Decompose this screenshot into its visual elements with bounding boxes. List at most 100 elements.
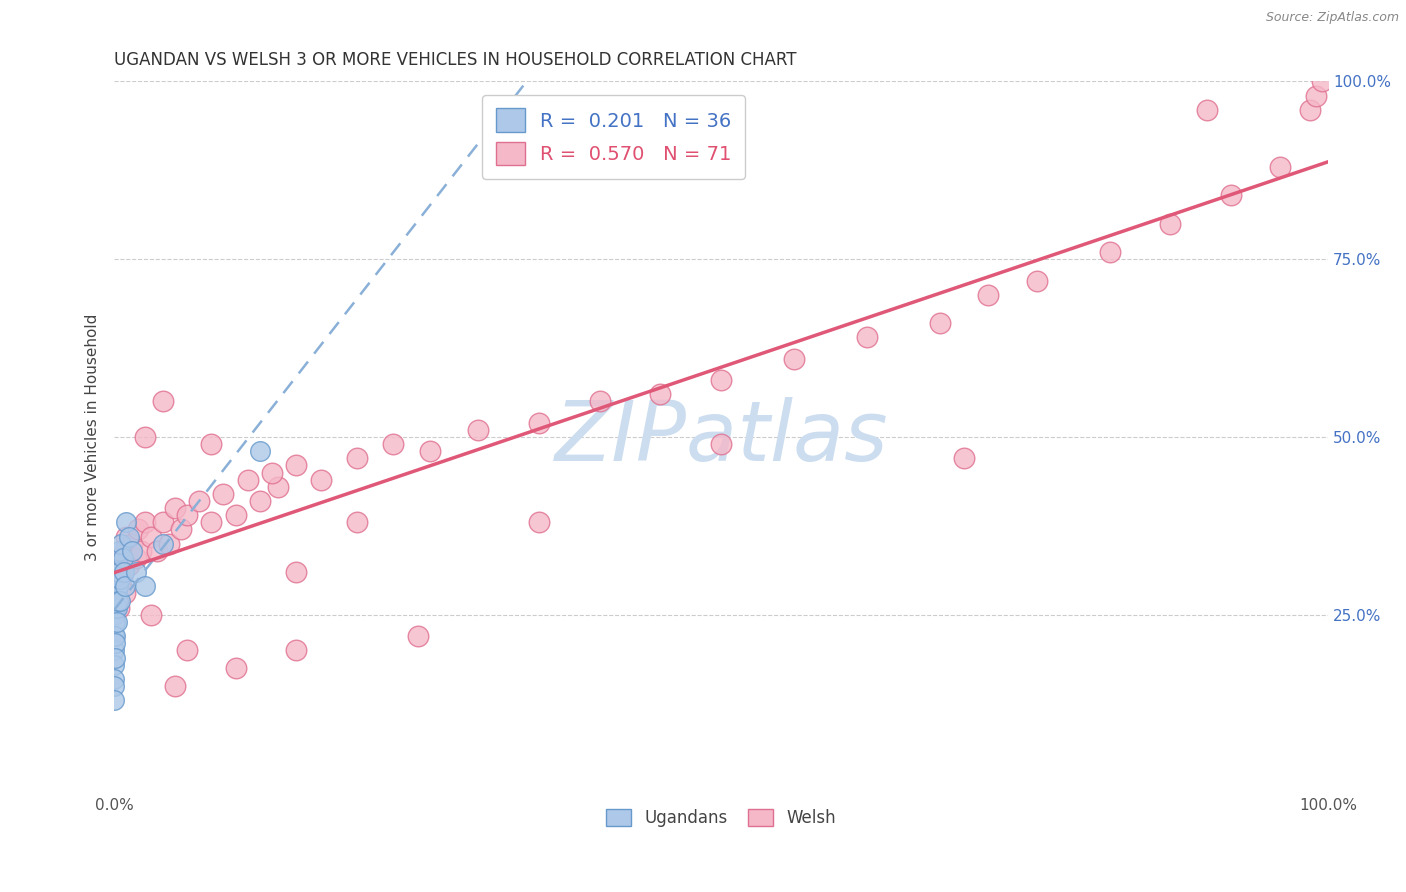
Point xyxy=(1159,217,1181,231)
Point xyxy=(103,607,125,622)
Point xyxy=(163,679,186,693)
Y-axis label: 3 or more Vehicles in Household: 3 or more Vehicles in Household xyxy=(86,313,100,561)
Point xyxy=(104,636,127,650)
Point xyxy=(121,543,143,558)
Point xyxy=(527,516,550,530)
Legend: Ugandans, Welsh: Ugandans, Welsh xyxy=(600,803,842,834)
Point xyxy=(285,565,308,579)
Point xyxy=(249,444,271,458)
Point xyxy=(200,516,222,530)
Point xyxy=(114,586,136,600)
Point xyxy=(111,565,134,579)
Point xyxy=(467,423,489,437)
Point xyxy=(928,316,950,330)
Point xyxy=(105,600,128,615)
Point xyxy=(1195,103,1218,117)
Point xyxy=(125,565,148,579)
Point xyxy=(163,501,186,516)
Point xyxy=(104,593,127,607)
Point xyxy=(110,579,132,593)
Point xyxy=(200,437,222,451)
Point xyxy=(104,629,127,643)
Text: Source: ZipAtlas.com: Source: ZipAtlas.com xyxy=(1265,11,1399,24)
Point xyxy=(103,657,125,672)
Point xyxy=(856,330,879,344)
Point xyxy=(118,530,141,544)
Point xyxy=(107,593,129,607)
Point xyxy=(103,643,125,657)
Point xyxy=(104,593,127,607)
Point xyxy=(382,437,405,451)
Point xyxy=(104,650,127,665)
Point xyxy=(105,558,128,572)
Point xyxy=(104,572,127,586)
Point xyxy=(115,516,138,530)
Point xyxy=(710,437,733,451)
Point xyxy=(139,607,162,622)
Point xyxy=(110,593,132,607)
Point xyxy=(118,558,141,572)
Point xyxy=(309,473,332,487)
Point xyxy=(260,466,283,480)
Point xyxy=(114,579,136,593)
Text: ZIPatlas: ZIPatlas xyxy=(554,397,889,477)
Point xyxy=(103,629,125,643)
Point xyxy=(111,550,134,565)
Point xyxy=(152,537,174,551)
Point xyxy=(105,615,128,629)
Point xyxy=(103,679,125,693)
Point xyxy=(1305,88,1327,103)
Point xyxy=(977,287,1000,301)
Point xyxy=(419,444,441,458)
Point xyxy=(176,643,198,657)
Point xyxy=(139,530,162,544)
Point xyxy=(108,600,131,615)
Point xyxy=(1299,103,1322,117)
Point xyxy=(107,579,129,593)
Point xyxy=(285,643,308,657)
Point xyxy=(225,661,247,675)
Point xyxy=(188,494,211,508)
Point xyxy=(1268,160,1291,174)
Point xyxy=(783,351,806,366)
Point xyxy=(107,565,129,579)
Point xyxy=(103,600,125,615)
Point xyxy=(1098,245,1121,260)
Point xyxy=(127,523,149,537)
Point xyxy=(105,586,128,600)
Point xyxy=(103,579,125,593)
Point xyxy=(285,458,308,473)
Point xyxy=(249,494,271,508)
Point xyxy=(1025,273,1047,287)
Point xyxy=(134,579,156,593)
Point xyxy=(104,600,127,615)
Point xyxy=(176,508,198,523)
Point xyxy=(953,451,976,466)
Point xyxy=(406,629,429,643)
Point xyxy=(107,558,129,572)
Point xyxy=(170,523,193,537)
Text: UGANDAN VS WELSH 3 OR MORE VEHICLES IN HOUSEHOLD CORRELATION CHART: UGANDAN VS WELSH 3 OR MORE VEHICLES IN H… xyxy=(114,51,797,69)
Point xyxy=(108,543,131,558)
Point xyxy=(108,565,131,579)
Point xyxy=(710,373,733,387)
Point xyxy=(346,451,368,466)
Point xyxy=(134,430,156,444)
Point xyxy=(112,565,135,579)
Point xyxy=(110,572,132,586)
Point xyxy=(212,487,235,501)
Point xyxy=(346,516,368,530)
Point xyxy=(225,508,247,523)
Point xyxy=(105,586,128,600)
Point xyxy=(103,586,125,600)
Point xyxy=(121,537,143,551)
Point xyxy=(134,516,156,530)
Point xyxy=(527,416,550,430)
Point xyxy=(236,473,259,487)
Point xyxy=(1220,188,1243,202)
Point xyxy=(152,516,174,530)
Point xyxy=(103,693,125,707)
Point xyxy=(105,572,128,586)
Point xyxy=(115,530,138,544)
Point xyxy=(104,615,127,629)
